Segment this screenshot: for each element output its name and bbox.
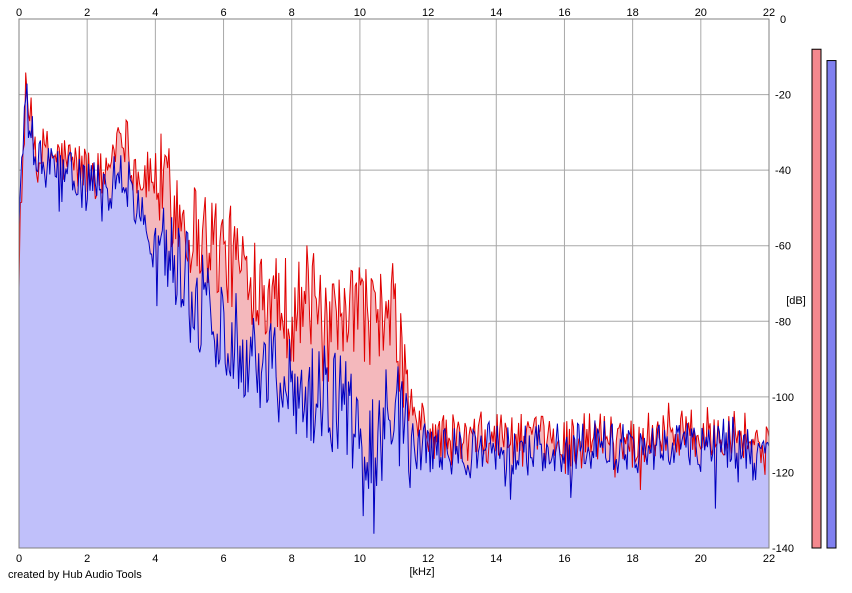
- x-tick-label-top: 22: [763, 7, 775, 19]
- x-tick-label-bottom: 16: [558, 553, 570, 565]
- y-tick-label: -20: [775, 90, 791, 102]
- y-tick-label: -60: [775, 241, 791, 253]
- x-tick-label-top: 18: [627, 7, 639, 19]
- x-tick-label-top: 4: [152, 7, 158, 19]
- x-axis-bottom: 0 2 4 6 8 10 12 14 16 18 20 22: [16, 553, 775, 565]
- x-tick-label-bottom: 0: [16, 553, 22, 565]
- x-tick-label-bottom: 18: [627, 553, 639, 565]
- y-tick-label: -80: [775, 316, 791, 328]
- x-tick-label-top: 20: [695, 7, 707, 19]
- x-tick-label-top: 14: [490, 7, 502, 19]
- x-tick-label-bottom: 14: [490, 553, 502, 565]
- x-tick-label-bottom: 6: [220, 553, 226, 565]
- spectrum-fill-right: [19, 83, 769, 548]
- y-axis: 0 -20 -40 -60 -80 -100 -120 -140: [772, 14, 794, 555]
- y-tick-label: -120: [772, 467, 794, 479]
- y-tick-label: -140: [772, 543, 794, 555]
- y-tick-label: -100: [772, 392, 794, 404]
- level-meters: [811, 48, 837, 549]
- x-tick-label-top: 8: [289, 7, 295, 19]
- x-tick-label-top: 0: [16, 7, 22, 19]
- plot-border: [18, 18, 770, 549]
- y-axis-label: [dB]: [786, 295, 806, 307]
- x-axis-label: [kHz]: [409, 566, 434, 578]
- x-tick-label-bottom: 2: [84, 553, 90, 565]
- x-tick-label-bottom: 10: [354, 553, 366, 565]
- x-tick-label-top: 6: [220, 7, 226, 19]
- y-tick-label: 0: [780, 14, 786, 26]
- spectrum-line-left: [18, 72, 770, 491]
- plot-frame: [18, 18, 770, 549]
- spectrum-lines: [18, 72, 770, 534]
- spectrum-line-right: [18, 83, 770, 534]
- x-axis-top: 0 2 4 6 8 10 12 14 16 18 20 22: [16, 7, 775, 19]
- x-tick-label-bottom: 4: [152, 553, 158, 565]
- x-tick-label-bottom: 12: [422, 553, 434, 565]
- x-tick-label-top: 10: [354, 7, 366, 19]
- x-tick-label-bottom: 22: [763, 553, 775, 565]
- x-tick-label-top: 16: [558, 7, 570, 19]
- y-tick-label: -40: [775, 165, 791, 177]
- spectrum-fills: [19, 72, 769, 548]
- footer-credit: created by Hub Audio Tools: [8, 569, 142, 581]
- level-meter-right: [826, 60, 837, 549]
- x-tick-label-top: 12: [422, 7, 434, 19]
- x-tick-label-bottom: 8: [289, 553, 295, 565]
- level-meter-left: [811, 48, 822, 549]
- x-tick-label-bottom: 20: [695, 553, 707, 565]
- x-tick-label-top: 2: [84, 7, 90, 19]
